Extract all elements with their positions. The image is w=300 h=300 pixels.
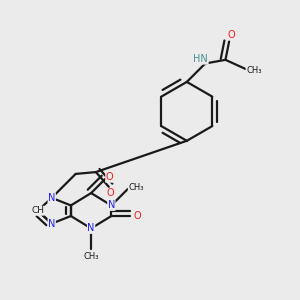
Text: HN: HN [194, 54, 208, 64]
Text: CH₃: CH₃ [128, 182, 144, 191]
Text: N: N [87, 224, 95, 233]
Text: O: O [107, 188, 114, 198]
Text: N: N [48, 219, 56, 229]
Text: CH₃: CH₃ [246, 66, 262, 75]
Text: CH₃: CH₃ [83, 252, 99, 261]
Text: O: O [227, 30, 235, 40]
Text: N: N [108, 200, 115, 210]
Text: O: O [133, 211, 141, 221]
Text: CH: CH [31, 206, 44, 215]
Text: O: O [106, 172, 113, 182]
Text: N: N [48, 193, 56, 203]
